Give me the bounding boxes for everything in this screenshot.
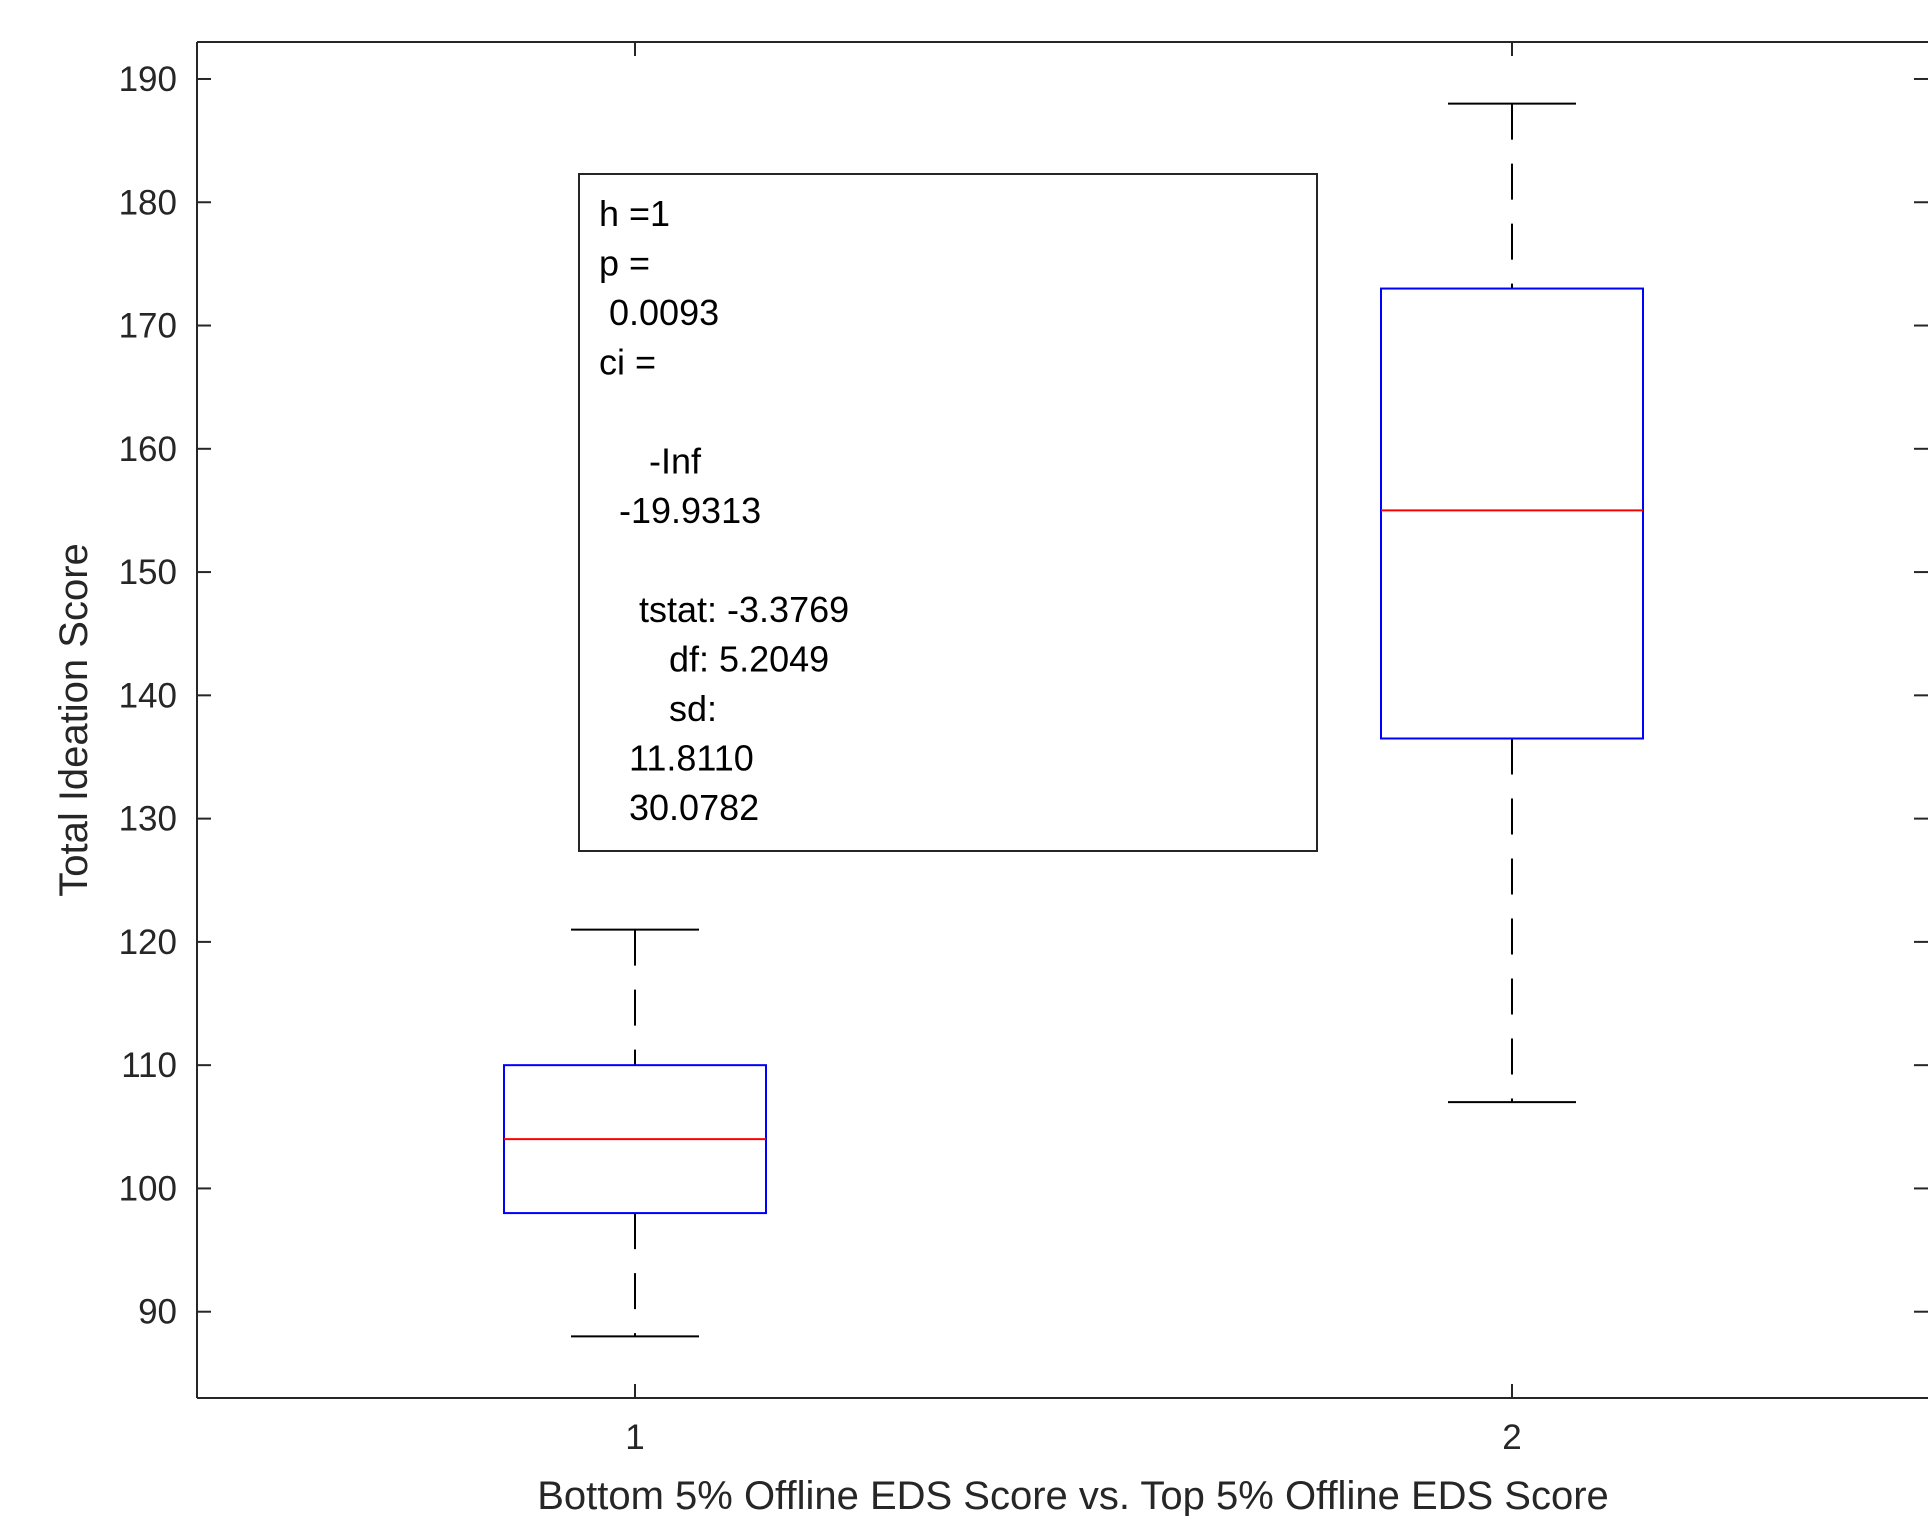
y-tick-label: 160: [119, 430, 177, 469]
box-iqr: [1380, 287, 1644, 740]
annotation-line: 0.0093: [599, 292, 719, 333]
x-tick-label: 1: [625, 1418, 644, 1457]
box-plots: [503, 102, 1644, 1338]
annotation-line: sd:: [599, 688, 717, 729]
y-tick-label: 90: [138, 1293, 177, 1332]
x-tick-label: 2: [1502, 1418, 1521, 1457]
y-tick-label: 150: [119, 553, 177, 592]
annotation-line: h =1: [599, 193, 670, 234]
annotation-box: [578, 173, 1318, 852]
y-tick-label: 190: [119, 60, 177, 99]
y-tick-label: 100: [119, 1169, 177, 1208]
x-axis-label: Bottom 5% Offline EDS Score vs. Top 5% O…: [537, 1474, 1609, 1516]
annotation-line: -19.9313: [599, 490, 761, 531]
y-axis-ticks: 90 100 110 120 130 140 150 160 170 180 190: [119, 60, 1928, 1332]
y-tick-label: 180: [119, 183, 177, 222]
y-tick-label: 120: [119, 923, 177, 962]
annotation-line: 11.8110: [599, 738, 754, 779]
annotation-line: ci =: [599, 342, 656, 383]
y-tick-label: 110: [121, 1046, 177, 1085]
axes: [196, 41, 1928, 1399]
annotation-line: tstat: -3.3769: [599, 589, 849, 630]
stats-annotation: h =1 p = 0.0093 ci = -Inf -19.9313 tstat: …: [578, 173, 1318, 852]
y-tick-label: 170: [119, 307, 177, 346]
annotation-line: df: 5.2049: [599, 639, 829, 680]
annotation-line: 30.0782: [599, 787, 759, 828]
y-tick-label: 130: [119, 800, 177, 839]
y-tick-label: 140: [119, 676, 177, 715]
annotation-line: -Inf: [599, 441, 702, 482]
y-axis-label: Total Ideation Score: [52, 543, 96, 897]
annotation-line: p =: [599, 243, 650, 284]
box-group-2: [1380, 102, 1644, 1104]
box-group-1: [503, 928, 767, 1338]
